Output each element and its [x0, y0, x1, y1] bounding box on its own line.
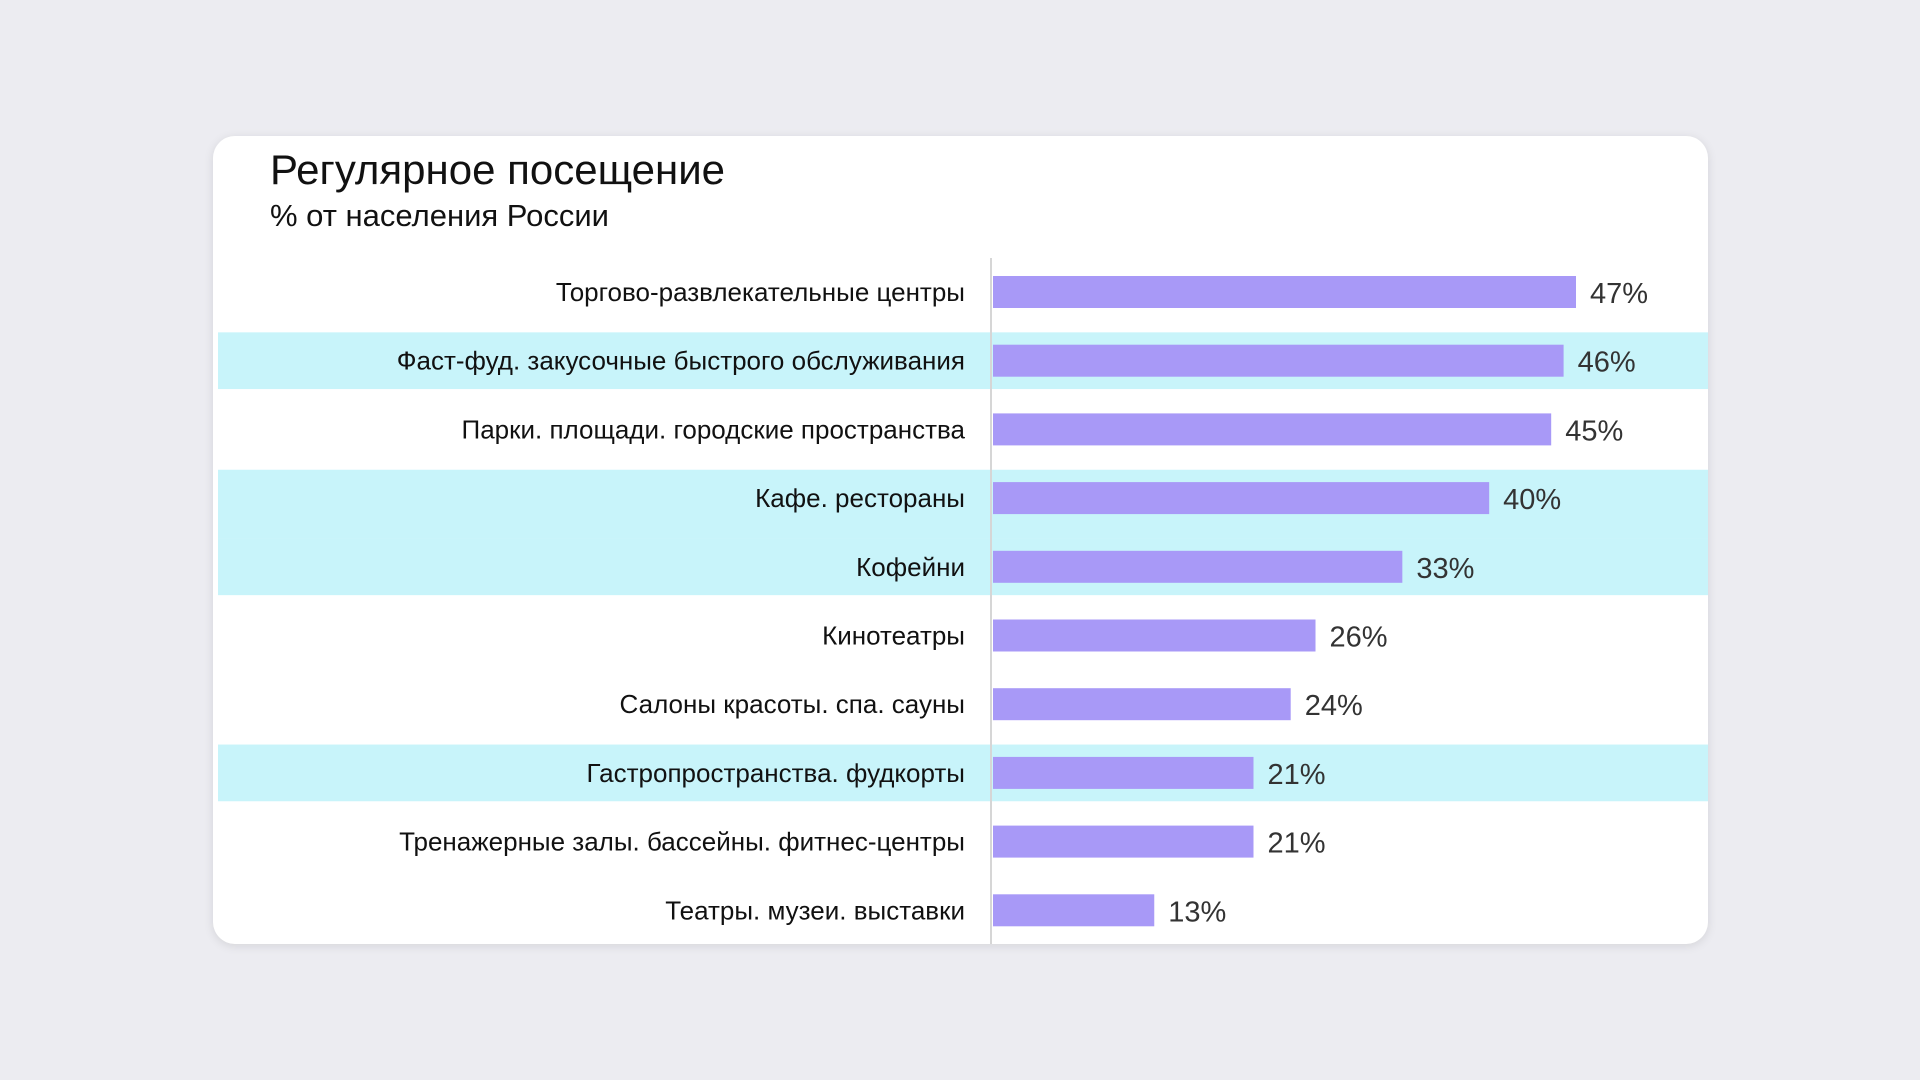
value-label: 21%	[1267, 759, 1325, 791]
category-label: Парки. площади. городские пространства	[462, 414, 966, 444]
bar	[993, 688, 1291, 721]
chart-subtitle: % от населения России	[270, 198, 609, 233]
value-labels: 47% 46% 45% 40% 33% 26% 24% 21% 21% 13%	[1168, 278, 1648, 928]
value-label: 24%	[1305, 690, 1363, 722]
value-label: 21%	[1267, 828, 1325, 860]
bar	[993, 276, 1576, 308]
value-label: 33%	[1416, 553, 1474, 585]
category-label: Фаст-фуд. закусочные быстрого обслуживан…	[397, 346, 965, 376]
bar	[993, 344, 1564, 377]
bar	[993, 825, 1254, 858]
bars	[993, 276, 1576, 927]
bar	[993, 482, 1490, 515]
category-label: Тренажерные залы. бассейны. фитнес-центр…	[399, 827, 965, 857]
value-label: 26%	[1330, 622, 1388, 654]
bar	[993, 756, 1254, 789]
value-label: 40%	[1503, 484, 1561, 516]
value-label: 13%	[1168, 896, 1226, 928]
category-label: Салоны красоты. спа. сауны	[620, 689, 965, 719]
bar	[993, 619, 1316, 652]
bar	[993, 894, 1155, 927]
highlight-bands	[218, 332, 1708, 802]
value-label: 45%	[1565, 415, 1623, 447]
category-label: Гастропространства. фудкорты	[587, 758, 965, 788]
chart-title: Регулярное посещение	[270, 146, 726, 193]
category-label: Торгово-развлекательные центры	[556, 277, 965, 307]
category-label: Театры. музеи. выставки	[665, 895, 965, 925]
bar	[993, 413, 1552, 446]
category-labels: Торгово-развлекательные центры Фаст-фуд. …	[397, 277, 966, 925]
bar-chart: Торгово-развлекательные центры Фаст-фуд. …	[218, 258, 1708, 944]
value-label: 46%	[1578, 347, 1636, 379]
category-label: Кафе. рестораны	[755, 483, 965, 513]
value-label: 47%	[1590, 278, 1648, 310]
category-label: Кофейни	[856, 552, 965, 582]
category-label: Кинотеатры	[822, 621, 965, 651]
chart-card: Регулярное посещение % от населения Росс…	[213, 136, 1708, 944]
highlight-band	[218, 538, 1708, 596]
bar	[993, 550, 1403, 583]
highlight-band	[218, 744, 1708, 802]
